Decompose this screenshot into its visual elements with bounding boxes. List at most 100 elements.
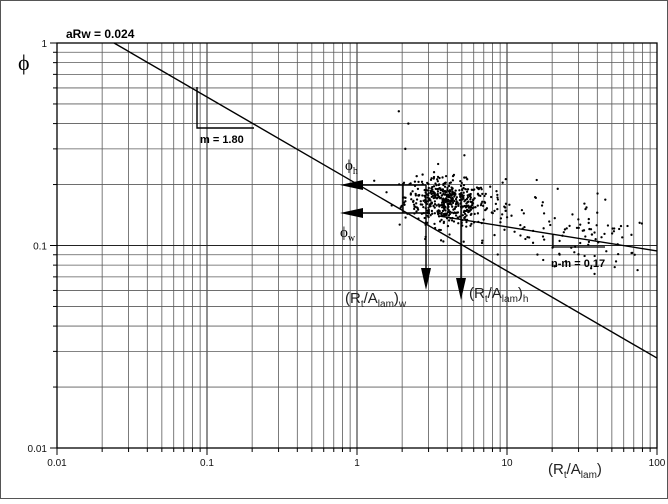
scatter-point [503,205,506,208]
scatter-point [483,201,487,204]
scatter-point [536,253,539,256]
scatter-point [454,189,457,192]
scatter-point [604,198,607,201]
x-tick-label: 100 [649,458,666,469]
scatter-point [612,230,616,233]
scatter-point [442,221,445,225]
scatter-point [433,212,437,215]
scatter-point [450,219,454,222]
scatter-point [426,181,429,185]
scatter-point [464,215,467,219]
scatter-point [465,190,469,193]
scatter-point [447,205,450,208]
scatter-point [435,204,438,207]
scatter-point [464,198,467,202]
scatter-point [438,212,442,215]
scatter-point [434,195,437,198]
scatter-point [458,215,461,218]
scatter-point [423,216,426,220]
scatter-point [540,204,544,207]
scatter-point [418,193,421,197]
scatter-point [450,197,453,200]
scatter-point [438,228,441,232]
scatter-point [613,227,616,230]
scatter-point [456,201,459,204]
scatter-point [420,180,424,183]
scatter-point [465,220,468,224]
scatter-point [454,214,458,217]
scatter-point [415,206,419,209]
scatter-point [463,176,466,179]
scatter-point [451,191,454,194]
scatter-point [558,239,561,243]
scatter-point [496,253,499,256]
scatter-point [475,186,479,189]
scatter-point [596,211,599,214]
fit-line [113,42,658,359]
scatter-point [582,229,586,232]
scatter-point [399,206,402,209]
scatter-point [459,184,463,187]
scatter-point [640,222,643,225]
scatter-point [456,211,460,214]
scatter-point [421,203,424,206]
scatter-point [404,200,407,203]
scatter-point [470,222,473,226]
scatter-point [446,186,449,189]
scatter-point [409,192,413,195]
scatter-point [577,226,580,230]
axis-ticks [50,42,658,455]
scatter-point [430,189,433,193]
scatter-point [467,204,470,207]
scatter-point [468,209,471,212]
scatter-point [446,188,449,192]
scatter-point [587,217,590,221]
scatter-point [416,208,420,211]
slope-nm-label: n-m = 0.17 [551,258,605,270]
scatter-point [466,209,469,212]
scatter-point [496,196,499,199]
scatter-point [613,265,616,269]
scatter-point [476,192,480,195]
scatter-point [470,201,474,204]
scatter-point [453,191,456,194]
scatter-point [473,212,476,216]
scatter-point [453,207,456,211]
scatter-point [541,201,544,204]
scatter-point [436,162,440,166]
scatter-point [419,200,422,203]
scatter-point [562,231,565,234]
fit-line [438,215,658,252]
x-tick-label: 1 [354,458,360,469]
scatter-point [542,212,546,215]
scatter-point [587,221,590,225]
scatter-point [584,207,587,211]
scatter-point [450,188,454,191]
scatter-point [594,238,597,241]
scatter-point [501,213,504,216]
scatter-point [427,212,431,215]
scatter-point [439,191,442,195]
scatter-point [437,209,440,212]
scatter-point [444,175,448,178]
scatter-point [441,176,444,179]
scatter-point [480,241,484,245]
scatter-point [448,233,451,236]
scatter-point [519,234,522,237]
scatter-point [448,189,452,192]
scatter-point [505,216,509,219]
scatter-point [438,183,441,186]
scatter-point [462,197,465,200]
scatter-point [542,227,545,230]
scatter-point [452,173,456,177]
scatter-point [455,196,459,199]
scatter-point [563,228,567,231]
scatter-point [448,210,452,213]
scatter-point [522,212,525,215]
scatter-point [619,224,623,228]
scatter-point [459,179,462,183]
scatter-point [496,198,500,201]
scatter-point [542,258,545,262]
scatter-point [466,200,470,203]
